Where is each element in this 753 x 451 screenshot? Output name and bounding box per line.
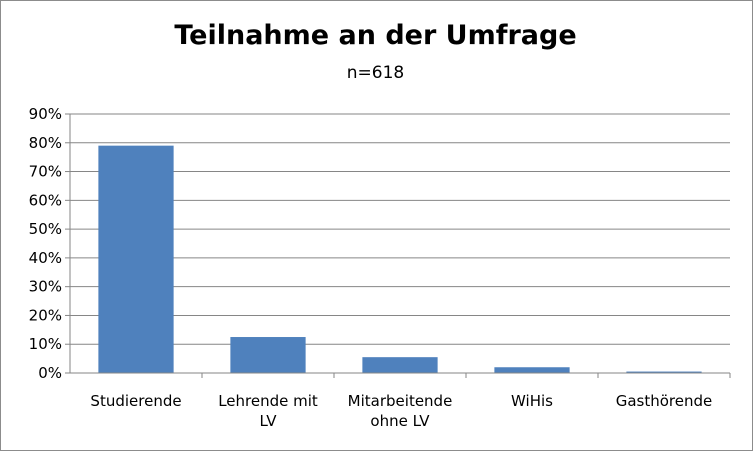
y-tick-label: 50% (29, 220, 62, 238)
x-category-label: Lehrende mit LV (218, 392, 318, 430)
chart-subtitle: n=618 (346, 63, 405, 83)
bars (98, 145, 702, 373)
bar (362, 357, 438, 373)
gridlines (70, 113, 730, 345)
y-tick-label: 80% (29, 134, 62, 152)
chart-title: Teilnahme an der Umfrage (174, 20, 577, 51)
x-category-label: WiHis (511, 392, 553, 410)
y-tick-label: 20% (29, 306, 62, 324)
x-category-label: Gasthörende (616, 392, 713, 410)
axes (65, 113, 731, 378)
bar (230, 337, 306, 373)
y-tick-label: 10% (29, 335, 62, 353)
x-category-label: Studierende (90, 392, 181, 410)
y-tick-label: 60% (29, 191, 62, 209)
bar (98, 145, 174, 373)
y-tick-label: 70% (29, 163, 62, 181)
x-category-labels: Studierende Lehrende mit LV Mitarbeitende oh… (90, 392, 712, 430)
bar (494, 367, 570, 373)
y-tick-label: 90% (29, 105, 62, 123)
bar (626, 371, 702, 373)
x-category-label: Mitarbeitende ohne LV (348, 392, 453, 430)
y-tick-label: 0% (38, 364, 62, 382)
y-tick-label: 30% (29, 278, 62, 296)
y-tick-label: 40% (29, 249, 62, 267)
y-tick-labels: 0% 10% 20% 30% 40% 50% 60% 70% 80% 90% (29, 105, 62, 382)
